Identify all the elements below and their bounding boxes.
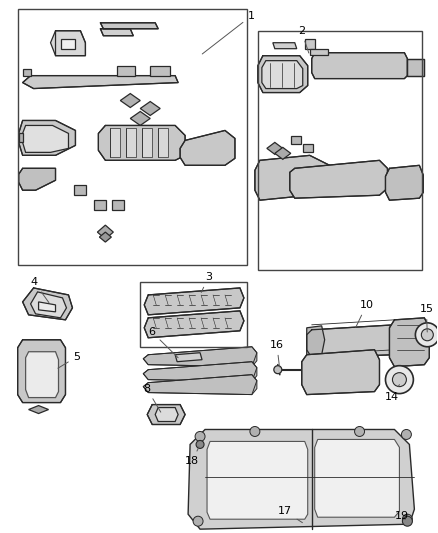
Polygon shape (312, 53, 407, 78)
Text: 2: 2 (298, 26, 309, 53)
Polygon shape (142, 128, 152, 157)
Polygon shape (143, 375, 257, 394)
Polygon shape (31, 292, 67, 318)
Text: 5: 5 (58, 352, 81, 368)
Polygon shape (100, 23, 158, 29)
Text: 18: 18 (185, 447, 199, 466)
Polygon shape (99, 232, 111, 242)
Polygon shape (290, 160, 388, 198)
Polygon shape (262, 61, 303, 88)
Polygon shape (255, 155, 330, 200)
Polygon shape (120, 94, 140, 108)
Polygon shape (50, 31, 85, 55)
Polygon shape (143, 362, 257, 382)
Text: 4: 4 (31, 277, 49, 303)
Polygon shape (305, 39, 314, 49)
Text: 1: 1 (202, 11, 255, 54)
Polygon shape (97, 225, 113, 239)
Text: 15: 15 (419, 304, 433, 332)
Text: 3: 3 (201, 272, 212, 293)
Text: 10: 10 (356, 300, 374, 327)
Polygon shape (302, 350, 379, 394)
Polygon shape (273, 43, 297, 49)
Circle shape (195, 432, 205, 441)
Polygon shape (147, 405, 185, 424)
Polygon shape (130, 111, 150, 125)
Polygon shape (188, 430, 414, 529)
Polygon shape (307, 325, 399, 358)
Polygon shape (389, 318, 429, 367)
Polygon shape (110, 128, 120, 157)
Polygon shape (180, 131, 235, 165)
Polygon shape (144, 311, 244, 338)
Circle shape (355, 426, 364, 437)
Polygon shape (275, 148, 291, 159)
Polygon shape (258, 55, 308, 93)
Polygon shape (18, 340, 66, 402)
Polygon shape (150, 66, 170, 76)
Circle shape (401, 430, 411, 439)
Polygon shape (207, 441, 308, 519)
Polygon shape (307, 326, 325, 358)
Text: 16: 16 (270, 340, 284, 367)
Polygon shape (144, 288, 244, 315)
Polygon shape (19, 120, 75, 155)
Polygon shape (385, 165, 424, 200)
Text: 6: 6 (148, 327, 178, 358)
Polygon shape (291, 136, 301, 144)
Circle shape (250, 426, 260, 437)
Polygon shape (25, 352, 59, 398)
Bar (140, 282, 247, 347)
Polygon shape (407, 59, 424, 76)
Circle shape (274, 366, 282, 374)
Polygon shape (19, 168, 56, 190)
Circle shape (403, 514, 413, 524)
Polygon shape (126, 128, 136, 157)
Text: 14: 14 (385, 385, 399, 401)
Polygon shape (99, 125, 185, 160)
Text: 19: 19 (395, 511, 409, 521)
Text: 8: 8 (143, 384, 161, 412)
Polygon shape (60, 39, 75, 49)
Polygon shape (28, 406, 49, 414)
Polygon shape (112, 200, 124, 210)
Circle shape (421, 329, 433, 341)
Circle shape (193, 516, 203, 526)
Polygon shape (23, 76, 178, 88)
Polygon shape (117, 66, 135, 76)
Polygon shape (95, 200, 106, 210)
Circle shape (415, 323, 438, 347)
Text: 17: 17 (278, 506, 302, 523)
Polygon shape (23, 288, 72, 320)
Bar (258, 31, 422, 270)
Polygon shape (23, 125, 68, 152)
Polygon shape (23, 69, 31, 76)
Polygon shape (158, 128, 168, 157)
Circle shape (392, 373, 406, 386)
Polygon shape (140, 101, 160, 116)
Polygon shape (155, 408, 178, 422)
Polygon shape (19, 133, 23, 142)
Polygon shape (303, 144, 313, 152)
Polygon shape (74, 185, 86, 195)
Polygon shape (175, 353, 202, 362)
Bar (18, 9, 247, 265)
Polygon shape (39, 302, 56, 312)
Circle shape (196, 440, 204, 448)
Polygon shape (310, 49, 328, 55)
Polygon shape (267, 142, 283, 155)
Polygon shape (314, 439, 399, 517)
Circle shape (385, 366, 413, 393)
Circle shape (403, 516, 413, 526)
Polygon shape (143, 347, 257, 367)
Polygon shape (100, 29, 133, 36)
